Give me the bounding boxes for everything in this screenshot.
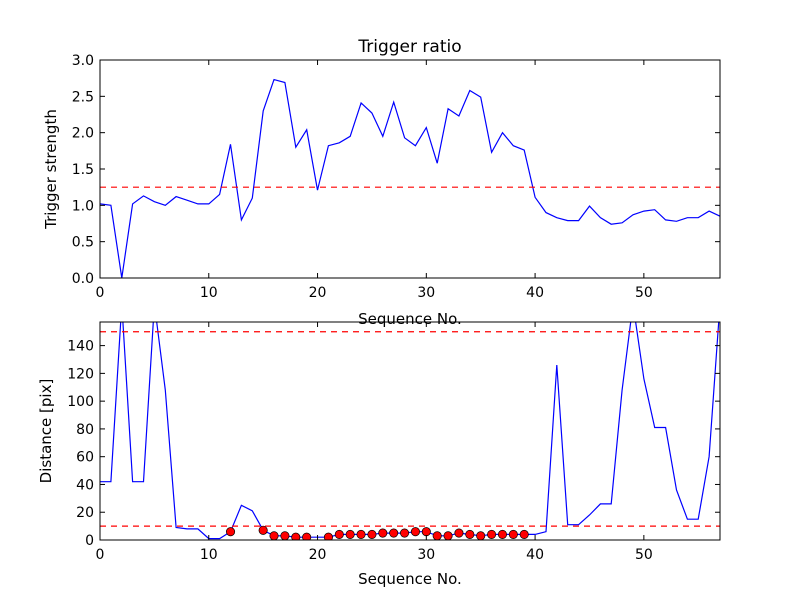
data-point bbox=[519, 529, 529, 539]
data-point bbox=[443, 531, 453, 540]
data-point bbox=[497, 529, 508, 539]
x-tick-label: 10 bbox=[200, 547, 218, 563]
x-tick-label: 40 bbox=[526, 285, 544, 301]
data-point bbox=[454, 528, 464, 538]
data-point bbox=[302, 532, 312, 540]
x-tick-label: 40 bbox=[526, 547, 544, 563]
axes-frame bbox=[99, 59, 721, 279]
data-point bbox=[280, 531, 290, 540]
plot-area bbox=[100, 322, 720, 540]
data-point bbox=[476, 531, 486, 540]
y-tick-label: 2.0 bbox=[72, 126, 94, 142]
y-tick-label: 40 bbox=[76, 477, 94, 493]
y-tick-label: 1.0 bbox=[72, 198, 94, 214]
x-tick-label: 50 bbox=[635, 285, 653, 301]
data-point bbox=[345, 529, 355, 539]
plot-area bbox=[100, 78, 720, 278]
y-tick-label: 0 bbox=[85, 533, 94, 549]
distance-chart: 0 10 20 30 40 50 0 20 40 60 80 100 120 140 Sequence … bbox=[37, 321, 721, 588]
data-point bbox=[334, 529, 344, 539]
y-axis: 0 20 40 60 80 100 120 140 bbox=[67, 339, 720, 549]
x-tick-label: 30 bbox=[417, 285, 435, 301]
y-tick-label: 100 bbox=[67, 394, 94, 410]
data-point bbox=[269, 531, 279, 540]
x-tick-label: 20 bbox=[309, 547, 327, 563]
x-tick-label: 0 bbox=[96, 547, 105, 563]
data-point bbox=[258, 525, 268, 535]
trigger-ratio-chart: Trigger ratio 0 10 20 30 40 50 0.0 0.5 1.0 1.5 2.… bbox=[42, 37, 721, 328]
data-point bbox=[225, 527, 236, 537]
data-point bbox=[378, 528, 388, 538]
y-tick-label: 2.5 bbox=[72, 89, 94, 105]
y-tick-label: 3.0 bbox=[72, 53, 94, 69]
y-tick-label: 0.0 bbox=[72, 271, 94, 287]
data-point bbox=[389, 528, 399, 538]
series-line bbox=[100, 322, 720, 540]
data-point bbox=[421, 527, 431, 537]
y-tick-label: 20 bbox=[76, 505, 94, 521]
data-point bbox=[291, 532, 301, 540]
series-line bbox=[100, 78, 720, 278]
data-point bbox=[487, 529, 497, 539]
data-point bbox=[356, 529, 366, 539]
x-axis-label: Sequence No. bbox=[358, 570, 462, 588]
data-point bbox=[400, 528, 410, 538]
data-point bbox=[465, 529, 475, 539]
data-point bbox=[432, 531, 442, 540]
data-point bbox=[323, 532, 333, 540]
y-axis-label: Trigger strength bbox=[42, 109, 60, 230]
x-axis: 0 10 20 30 40 50 bbox=[96, 60, 653, 301]
y-tick-label: 60 bbox=[76, 450, 94, 466]
x-axis-label: Sequence No. bbox=[358, 310, 462, 328]
data-point bbox=[410, 527, 420, 537]
x-axis: 0 10 20 30 40 50 bbox=[96, 322, 653, 563]
y-axis-label: Distance [pix] bbox=[37, 379, 55, 484]
x-tick-label: 30 bbox=[417, 547, 435, 563]
x-tick-label: 10 bbox=[200, 285, 218, 301]
y-axis: 0.0 0.5 1.0 1.5 2.0 2.5 3.0 bbox=[72, 53, 720, 287]
y-tick-label: 80 bbox=[76, 422, 94, 438]
axes-frame bbox=[99, 321, 721, 541]
y-tick-label: 120 bbox=[67, 366, 94, 382]
x-tick-label: 0 bbox=[96, 285, 105, 301]
x-tick-label: 50 bbox=[635, 547, 653, 563]
y-tick-label: 0.5 bbox=[72, 235, 94, 251]
y-tick-label: 1.5 bbox=[72, 162, 94, 178]
data-point bbox=[508, 529, 518, 539]
x-tick-label: 20 bbox=[309, 285, 327, 301]
data-point bbox=[367, 529, 377, 539]
chart-title: Trigger ratio bbox=[357, 37, 461, 57]
y-tick-label: 140 bbox=[67, 339, 94, 355]
